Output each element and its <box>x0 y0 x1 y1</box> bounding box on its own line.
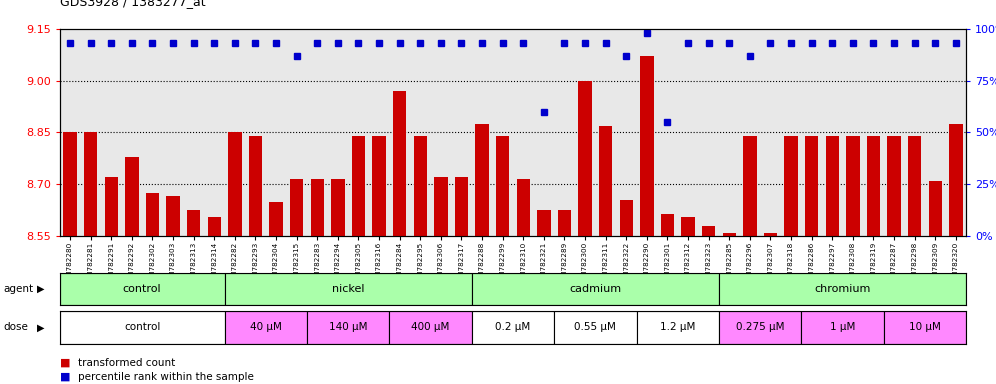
Bar <box>224 311 307 344</box>
Bar <box>455 177 468 236</box>
Bar <box>311 179 324 236</box>
Text: nickel: nickel <box>332 284 365 294</box>
Text: cadmium: cadmium <box>570 284 622 294</box>
Bar <box>640 56 653 236</box>
Bar <box>554 311 636 344</box>
Bar <box>64 132 77 236</box>
Bar <box>125 157 138 236</box>
Bar <box>802 311 883 344</box>
Bar <box>389 311 472 344</box>
Text: 0.275 μM: 0.275 μM <box>736 322 785 333</box>
Bar <box>784 136 798 236</box>
Text: 1 μM: 1 μM <box>830 322 856 333</box>
Bar <box>908 136 921 236</box>
Text: agent: agent <box>3 284 33 294</box>
Bar <box>599 126 613 236</box>
Bar <box>373 136 385 236</box>
Bar <box>472 273 719 305</box>
Text: transformed count: transformed count <box>78 358 175 368</box>
Bar <box>887 136 900 236</box>
Bar <box>722 233 736 236</box>
Bar <box>224 273 472 305</box>
Text: chromium: chromium <box>815 284 871 294</box>
Bar <box>475 124 489 236</box>
Bar <box>847 136 860 236</box>
Text: dose: dose <box>3 322 28 333</box>
Text: 1.2 μM: 1.2 μM <box>660 322 695 333</box>
Text: ■: ■ <box>60 372 71 382</box>
Text: ▶: ▶ <box>37 322 45 333</box>
Bar <box>269 202 283 236</box>
Text: 140 μM: 140 μM <box>329 322 368 333</box>
Bar <box>60 311 224 344</box>
Text: 40 μM: 40 μM <box>250 322 282 333</box>
Bar <box>413 136 427 236</box>
Text: ■: ■ <box>60 358 71 368</box>
Bar <box>702 226 715 236</box>
Bar <box>883 311 966 344</box>
Bar <box>826 136 839 236</box>
Bar <box>145 193 159 236</box>
Bar <box>949 124 962 236</box>
Text: ▶: ▶ <box>37 284 45 294</box>
Bar <box>434 177 447 236</box>
Bar <box>636 311 719 344</box>
Text: 400 μM: 400 μM <box>411 322 450 333</box>
Bar <box>84 132 98 236</box>
Bar <box>805 136 819 236</box>
Text: GDS3928 / 1383277_at: GDS3928 / 1383277_at <box>60 0 205 8</box>
Bar <box>517 179 530 236</box>
Bar <box>928 181 942 236</box>
Text: 0.2 μM: 0.2 μM <box>495 322 531 333</box>
Bar <box>719 273 966 305</box>
Bar <box>472 311 554 344</box>
Bar <box>166 197 179 236</box>
Bar <box>660 214 674 236</box>
Bar <box>743 136 757 236</box>
Text: control: control <box>124 322 160 333</box>
Text: percentile rank within the sample: percentile rank within the sample <box>78 372 254 382</box>
Bar <box>579 81 592 236</box>
Bar <box>207 217 221 236</box>
Bar <box>764 233 777 236</box>
Bar <box>290 179 304 236</box>
Bar <box>496 136 509 236</box>
Bar <box>537 210 551 236</box>
Bar <box>558 210 571 236</box>
Bar <box>719 311 802 344</box>
Text: control: control <box>123 284 161 294</box>
Bar <box>60 273 224 305</box>
Text: 0.55 μM: 0.55 μM <box>575 322 617 333</box>
Bar <box>249 136 262 236</box>
Bar <box>331 179 345 236</box>
Bar <box>307 311 389 344</box>
Bar <box>352 136 366 236</box>
Bar <box>228 132 242 236</box>
Bar <box>187 210 200 236</box>
Text: 10 μM: 10 μM <box>909 322 941 333</box>
Bar <box>620 200 632 236</box>
Bar <box>867 136 880 236</box>
Bar <box>393 91 406 236</box>
Bar <box>105 177 118 236</box>
Bar <box>681 217 695 236</box>
